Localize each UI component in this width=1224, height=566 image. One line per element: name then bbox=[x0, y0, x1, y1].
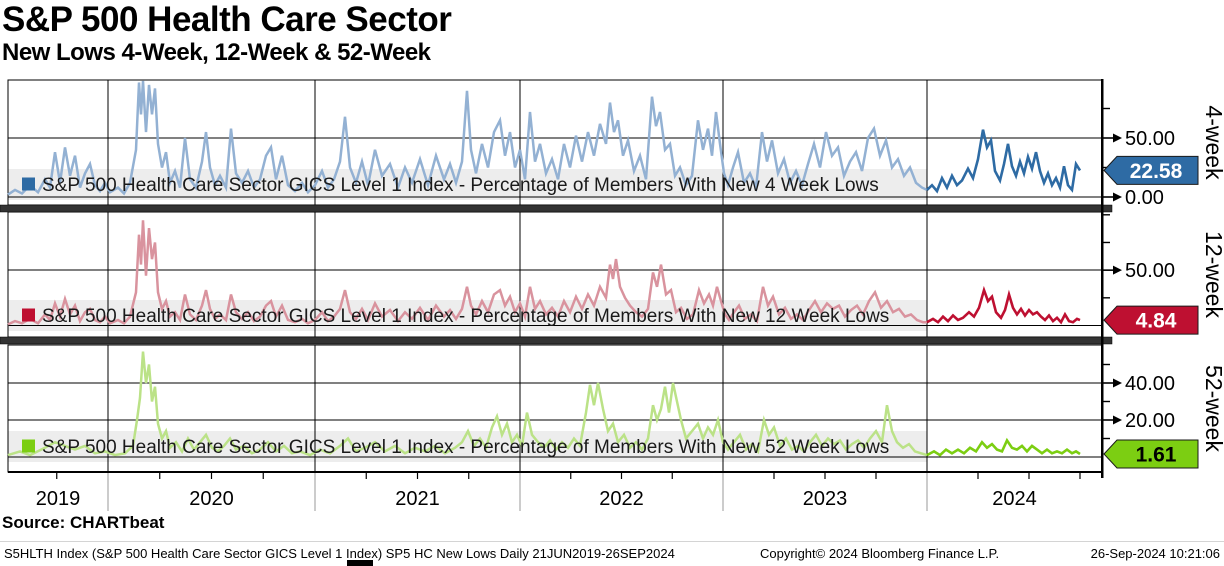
ytick-label: 50.00 bbox=[1125, 260, 1175, 282]
ytick-label: 0.00 bbox=[1125, 187, 1164, 209]
page-subtitle: New Lows 4-Week, 12-Week & 52-Week bbox=[2, 39, 431, 66]
page-title: S&P 500 Health Care Sector bbox=[2, 0, 452, 39]
footer-timestamp: 26-Sep-2024 10:21:06 bbox=[1090, 546, 1220, 561]
ytick-arrow-icon bbox=[1113, 378, 1122, 388]
bottom-black-bar bbox=[347, 560, 373, 566]
ytick-arrow-icon bbox=[1113, 415, 1122, 425]
panel-axis-label: 12-week bbox=[1201, 231, 1224, 318]
legend-band bbox=[8, 169, 927, 200]
x-year-label: 2019 bbox=[36, 488, 81, 510]
ytick-arrow-icon bbox=[1113, 192, 1122, 202]
series-line-recent-4-week bbox=[926, 129, 1082, 194]
legend-label: S&P 500 Health Care Sector GICS Level 1 … bbox=[42, 306, 889, 327]
series-line-history-12-week bbox=[7, 220, 927, 326]
legend-swatch bbox=[22, 308, 35, 322]
x-year-label: 2020 bbox=[189, 488, 234, 510]
chart-header: S&P 500 Health Care Sector New Lows 4-We… bbox=[2, 0, 452, 66]
series-line-recent-12-week bbox=[926, 285, 1081, 325]
ytick-label: 50.00 bbox=[1125, 128, 1175, 150]
ytick-label: 40.00 bbox=[1125, 373, 1175, 395]
x-year-label: 2022 bbox=[599, 488, 644, 510]
x-year-label: 2021 bbox=[395, 488, 440, 510]
legend-swatch bbox=[22, 439, 35, 453]
value-badge bbox=[1103, 305, 1199, 335]
value-badge-label: 1.61 bbox=[1136, 444, 1177, 467]
legend-label: S&P 500 Health Care Sector GICS Level 1 … bbox=[42, 437, 889, 458]
series-line-history-4-week bbox=[7, 80, 928, 196]
value-badge-label: 4.84 bbox=[1136, 310, 1177, 333]
series-line-recent-52-week bbox=[926, 437, 1081, 457]
value-badge bbox=[1103, 439, 1199, 469]
ytick-arrow-icon bbox=[1113, 133, 1122, 143]
ytick-arrow-icon bbox=[1113, 265, 1122, 275]
footer-copyright: Copyright© 2024 Bloomberg Finance L.P. bbox=[760, 546, 1000, 561]
ytick-label: 20.00 bbox=[1125, 410, 1175, 432]
source-label: Source: CHARTbeat bbox=[2, 513, 165, 532]
panel-separator bbox=[0, 336, 1113, 345]
legend-label: S&P 500 Health Care Sector GICS Level 1 … bbox=[42, 175, 879, 196]
legend-swatch bbox=[22, 177, 35, 191]
series-line-history-52-week bbox=[7, 351, 928, 457]
x-year-label: 2024 bbox=[992, 488, 1037, 510]
footer-divider bbox=[0, 541, 1224, 542]
chart-canvas: S&P 500 Health Care Sector GICS Level 1 … bbox=[0, 79, 1224, 511]
panel-axis-label: 52-week bbox=[1201, 365, 1224, 452]
value-badge bbox=[1103, 155, 1199, 185]
value-badge-label: 22.58 bbox=[1130, 160, 1183, 183]
x-year-label: 2023 bbox=[803, 488, 848, 510]
footer-index-info: S5HLTH Index (S&P 500 Health Care Sector… bbox=[4, 546, 675, 561]
panel-separator bbox=[0, 204, 1113, 213]
panel-axis-label: 4-week bbox=[1201, 105, 1224, 180]
